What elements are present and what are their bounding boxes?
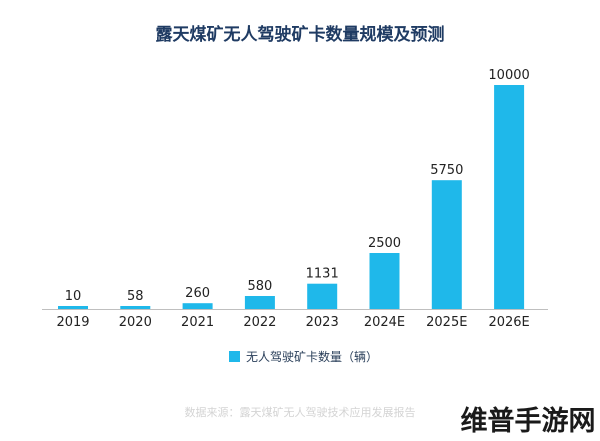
value-label-2022: 580 — [247, 279, 272, 294]
bar-2021 — [182, 303, 213, 309]
legend: 无人驾驶矿卡数量（辆） — [229, 349, 378, 364]
value-label-2024E: 2500 — [368, 236, 401, 251]
legend-label: 无人驾驶矿卡数量（辆） — [246, 349, 378, 364]
value-label-2019: 10 — [65, 289, 82, 304]
bar-2019 — [58, 306, 88, 309]
category-label-2023: 2023 — [306, 315, 339, 330]
value-label-2021: 260 — [185, 286, 210, 301]
value-label-2026E: 10000 — [488, 68, 529, 83]
category-label-2024E: 2024E — [364, 315, 405, 330]
bar-2026E — [494, 85, 525, 309]
bar-2024E — [369, 253, 400, 309]
bars-group: 10 2019 58 2020 260 2021 580 2022 1131 2023 2500 20… — [56, 68, 529, 330]
value-label-2020: 58 — [127, 289, 144, 304]
bar-2020 — [120, 306, 151, 309]
watermark: 维普手游网 — [461, 405, 596, 437]
bar-2025E — [431, 180, 462, 309]
value-label-2023: 1131 — [306, 267, 339, 282]
value-label-2025E: 5750 — [430, 163, 463, 178]
category-label-2022: 2022 — [243, 315, 276, 330]
category-label-2026E: 2026E — [488, 315, 529, 330]
bar-2023 — [307, 283, 338, 309]
legend-swatch — [229, 351, 240, 362]
category-label-2020: 2020 — [119, 315, 152, 330]
chart-title: 露天煤矿无人驾驶矿卡数量规模及预测 — [156, 24, 445, 45]
category-label-2025E: 2025E — [426, 315, 467, 330]
category-label-2021: 2021 — [181, 315, 214, 330]
source-note: 数据来源：露天煤矿无人驾驶技术应用发展报告 — [185, 405, 416, 419]
bar-2022 — [244, 296, 275, 309]
category-label-2019: 2019 — [56, 315, 89, 330]
